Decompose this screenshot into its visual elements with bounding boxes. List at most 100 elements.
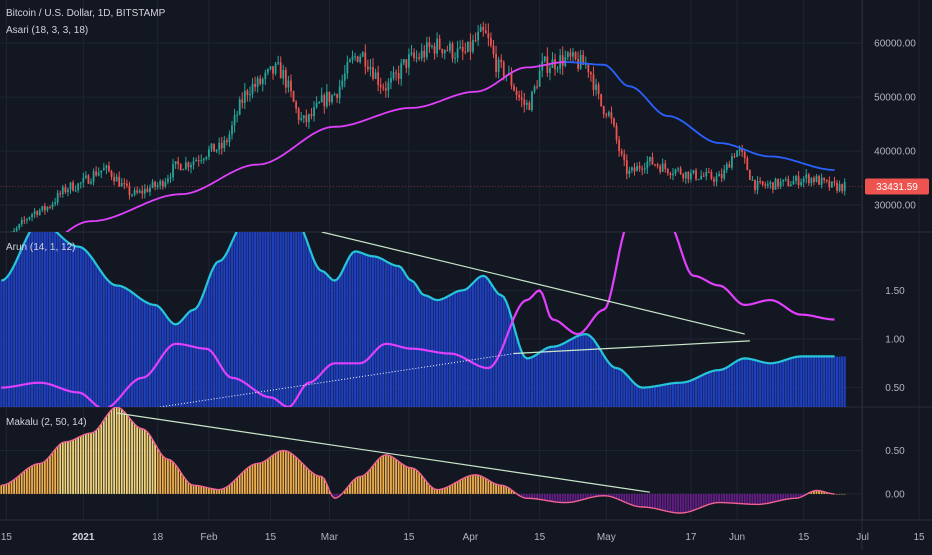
makalu-bar[interactable] [346, 487, 349, 494]
makalu-bar[interactable] [631, 493, 633, 505]
arun-bar[interactable] [812, 356, 815, 407]
arun-bar[interactable] [202, 292, 205, 407]
candle[interactable] [789, 184, 792, 187]
makalu-bar[interactable] [659, 493, 662, 510]
makalu-bar[interactable] [720, 493, 723, 503]
candle[interactable] [261, 79, 264, 84]
makalu-bar[interactable] [272, 455, 274, 494]
candle[interactable] [813, 177, 815, 182]
arun-bar[interactable] [382, 259, 385, 407]
makalu-bar[interactable] [187, 482, 190, 494]
arun-bar[interactable] [454, 292, 457, 407]
candle[interactable] [528, 102, 531, 111]
arun-bar[interactable] [218, 261, 221, 407]
candle[interactable] [774, 178, 777, 190]
candle[interactable] [459, 46, 462, 49]
arun-bar[interactable] [433, 299, 436, 407]
time-label[interactable]: 18 [152, 532, 164, 543]
candle[interactable] [154, 181, 156, 187]
candle[interactable] [713, 178, 715, 182]
makalu-bar[interactable] [636, 493, 638, 507]
candle[interactable] [613, 118, 615, 126]
arun-bar[interactable] [113, 284, 116, 407]
makalu-bar[interactable] [495, 484, 497, 494]
makalu-bar[interactable] [164, 458, 167, 494]
arun-bar[interactable] [387, 262, 390, 407]
candle[interactable] [123, 183, 126, 185]
candle[interactable] [115, 176, 118, 182]
arun-bar[interactable] [559, 345, 562, 407]
makalu-bar[interactable] [177, 468, 180, 494]
arun-bar[interactable] [820, 356, 823, 407]
candle[interactable] [669, 173, 672, 176]
arun-bar[interactable] [43, 223, 46, 407]
arun-bar[interactable] [397, 266, 400, 407]
arun-bar[interactable] [400, 267, 403, 407]
candle[interactable] [49, 206, 51, 208]
candle[interactable] [461, 46, 464, 52]
makalu-bar[interactable] [97, 427, 100, 494]
candle[interactable] [118, 176, 121, 187]
candle[interactable] [297, 108, 300, 120]
makalu-bar[interactable] [541, 493, 544, 500]
candle[interactable] [33, 211, 36, 215]
candle[interactable] [400, 63, 403, 79]
makalu-bar[interactable] [364, 474, 367, 494]
arun-bar[interactable] [807, 356, 810, 407]
arun-bar[interactable] [215, 262, 218, 407]
arun-bar[interactable] [54, 231, 57, 407]
makalu-bar[interactable] [795, 493, 797, 499]
candle[interactable] [397, 73, 400, 79]
candle[interactable] [766, 184, 769, 186]
candle[interactable] [267, 69, 269, 73]
makalu-bar[interactable] [392, 457, 395, 494]
makalu-bar[interactable] [51, 452, 54, 494]
arun-bar[interactable] [782, 360, 785, 407]
candle[interactable] [733, 156, 736, 158]
candle[interactable] [495, 53, 497, 72]
makalu-bar[interactable] [782, 493, 785, 500]
arun-bar[interactable] [818, 356, 821, 407]
candle[interactable] [690, 173, 692, 180]
candle[interactable] [143, 188, 146, 194]
arun-bar[interactable] [364, 254, 367, 407]
candle[interactable] [184, 162, 187, 170]
candle[interactable] [97, 172, 100, 176]
makalu-bar[interactable] [56, 446, 59, 494]
arun-bar[interactable] [333, 280, 336, 407]
candle[interactable] [769, 182, 772, 185]
makalu-bar[interactable] [305, 467, 308, 494]
candle[interactable] [772, 182, 774, 190]
arun-bar[interactable] [741, 358, 744, 407]
candle[interactable] [451, 43, 454, 59]
arun-bar[interactable] [292, 222, 295, 407]
candle[interactable] [197, 160, 200, 162]
makalu-bar[interactable] [36, 463, 39, 494]
candle[interactable] [141, 190, 144, 194]
candle[interactable] [384, 88, 387, 91]
candle[interactable] [531, 91, 533, 111]
makalu-bar[interactable] [643, 493, 646, 508]
candle[interactable] [379, 84, 382, 88]
time-label[interactable]: 15 [798, 532, 810, 543]
candle[interactable] [302, 115, 305, 119]
arun-bar[interactable] [31, 228, 34, 407]
makalu-bar[interactable] [438, 489, 441, 494]
candle[interactable] [792, 180, 795, 185]
makalu-bar[interactable] [23, 471, 26, 494]
arun-bar[interactable] [131, 292, 134, 407]
makalu-bar[interactable] [597, 493, 600, 496]
candle[interactable] [754, 179, 756, 191]
arun-bar[interactable] [236, 231, 239, 407]
makalu-bar[interactable] [456, 481, 459, 494]
candle[interactable] [787, 179, 790, 187]
makalu-bar[interactable] [26, 469, 28, 494]
arun-bar[interactable] [718, 370, 721, 407]
makalu-bar[interactable] [607, 493, 610, 497]
makalu-bar[interactable] [556, 493, 559, 503]
arun-bar[interactable] [105, 278, 108, 407]
makalu-bar[interactable] [492, 482, 495, 494]
arun-bar[interactable] [66, 242, 69, 407]
arun-bar[interactable] [413, 282, 416, 407]
